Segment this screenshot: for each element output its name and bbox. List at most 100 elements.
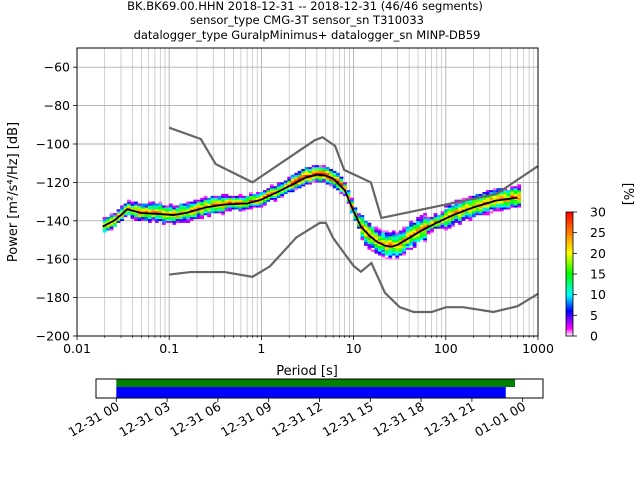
ppsd-cell: [262, 201, 267, 204]
ppsd-cell: [249, 205, 253, 208]
ppsd-cell: [172, 205, 177, 208]
ppsd-cell: [207, 211, 211, 214]
ppsd-cell: [517, 188, 522, 191]
ppsd-cell: [304, 168, 309, 172]
ppsd-cell: [485, 209, 490, 212]
ppsd-cell: [318, 170, 323, 173]
ppsd-cell: [416, 234, 421, 237]
ppsd-cell: [402, 247, 407, 250]
ppsd-cell: [102, 216, 107, 220]
ppsd-cell: [492, 209, 497, 212]
ppsd-cell: [144, 215, 149, 218]
coverage-bar-green: [116, 379, 516, 387]
ppsd-cell: [412, 241, 417, 245]
ppsd-cell: [485, 205, 490, 208]
ppsd-cell: [266, 190, 271, 193]
ppsd-cell: [301, 172, 306, 175]
ppsd-cell: [290, 186, 295, 189]
ppsd-cell: [200, 203, 205, 206]
ppsd-cell: [311, 172, 316, 175]
ppsd-cell: [294, 174, 299, 177]
ppsd-cell: [468, 209, 473, 212]
ppsd-cell: [297, 186, 302, 189]
ppsd-cell: [409, 243, 414, 246]
ppsd-cell: [485, 203, 490, 206]
ppsd-cell: [203, 199, 208, 202]
ppsd-cell: [489, 190, 494, 193]
ppsd-cell: [186, 216, 191, 220]
ppsd-cell: [290, 188, 295, 191]
ppsd-cell: [485, 211, 490, 214]
ppsd-cell: [109, 216, 114, 220]
ppsd-cell: [332, 174, 337, 177]
ppsd-cell: [339, 176, 344, 179]
ppsd-cell: [370, 249, 375, 252]
ppsd-cell: [377, 253, 382, 256]
ppsd-cell: [221, 197, 225, 200]
ppsd-cell: [113, 224, 117, 227]
ppsd-cell: [315, 174, 319, 177]
ppsd-cell: [395, 241, 400, 245]
ppsd-cell: [182, 203, 187, 206]
ppsd-cell: [127, 205, 131, 208]
ppsd-cell: [172, 211, 177, 214]
y-tick-label: −140: [36, 213, 70, 228]
ppsd-cell: [228, 205, 232, 208]
ppsd-cell: [388, 236, 393, 239]
ppsd-cell: [147, 220, 152, 223]
ppsd-cell: [154, 203, 159, 206]
ppsd-cell: [465, 215, 469, 218]
ppsd-cell: [154, 209, 159, 212]
ppsd-cell: [161, 216, 166, 220]
ppsd-cell: [200, 213, 205, 216]
chart-title-line-2: sensor_type CMG-3T sensor_sn T310033: [190, 13, 424, 27]
ppsd-cell: [158, 205, 163, 208]
ppsd-cell: [154, 215, 159, 218]
ppsd-plot: 0.01 0.1 1 10 100 1000 −200 −180 −160 −140 −120 −1…: [6, 47, 554, 379]
ppsd-cell: [374, 249, 379, 252]
ppsd-cell: [377, 230, 382, 233]
ppsd-cell: [471, 213, 476, 216]
ppsd-cell: [447, 213, 452, 216]
ppsd-cell: [451, 211, 455, 214]
ppsd-cell: [475, 211, 480, 214]
ppsd-cell: [182, 215, 187, 218]
ppsd-cell: [214, 197, 218, 200]
ppsd-cell: [200, 201, 205, 204]
ppsd-cell: [419, 216, 424, 220]
ppsd-cell: [196, 213, 201, 216]
ppsd-cell: [461, 211, 466, 214]
ppsd-cell: [304, 167, 309, 170]
high-noise-model-line: [168, 126, 538, 220]
ppsd-cell: [123, 215, 128, 218]
ppsd-cell: [113, 215, 117, 218]
ppsd-cell: [426, 220, 431, 223]
ppsd-cell: [381, 234, 386, 237]
ppsd-cell: [374, 228, 379, 231]
ppsd-cell: [325, 176, 330, 179]
ppsd-cell: [231, 201, 236, 204]
ppsd-cell: [238, 205, 243, 208]
ppsd-cell: [106, 226, 110, 229]
ppsd-cell: [388, 232, 393, 235]
ppsd-cell: [158, 207, 163, 210]
ppsd-cell: [137, 213, 142, 216]
ppsd-cell: [506, 205, 511, 208]
ppsd-cell: [158, 216, 163, 220]
ppsd-cell: [370, 243, 375, 246]
ppsd-cell: [510, 188, 515, 191]
ppsd-cell: [499, 195, 504, 198]
ppsd-cell: [503, 190, 508, 193]
ppsd-cell: [224, 207, 229, 210]
ppsd-cell: [273, 188, 278, 191]
ppsd-cell: [186, 220, 191, 223]
ppsd-cell: [447, 211, 452, 214]
ppsd-cell: [158, 203, 163, 206]
ppsd-cell: [203, 209, 208, 212]
ppsd-cell: [465, 201, 469, 204]
ppsd-cell: [391, 243, 396, 246]
ppsd-cell: [186, 201, 191, 204]
ppsd-cell: [311, 178, 316, 181]
ppsd-cell: [370, 230, 375, 233]
